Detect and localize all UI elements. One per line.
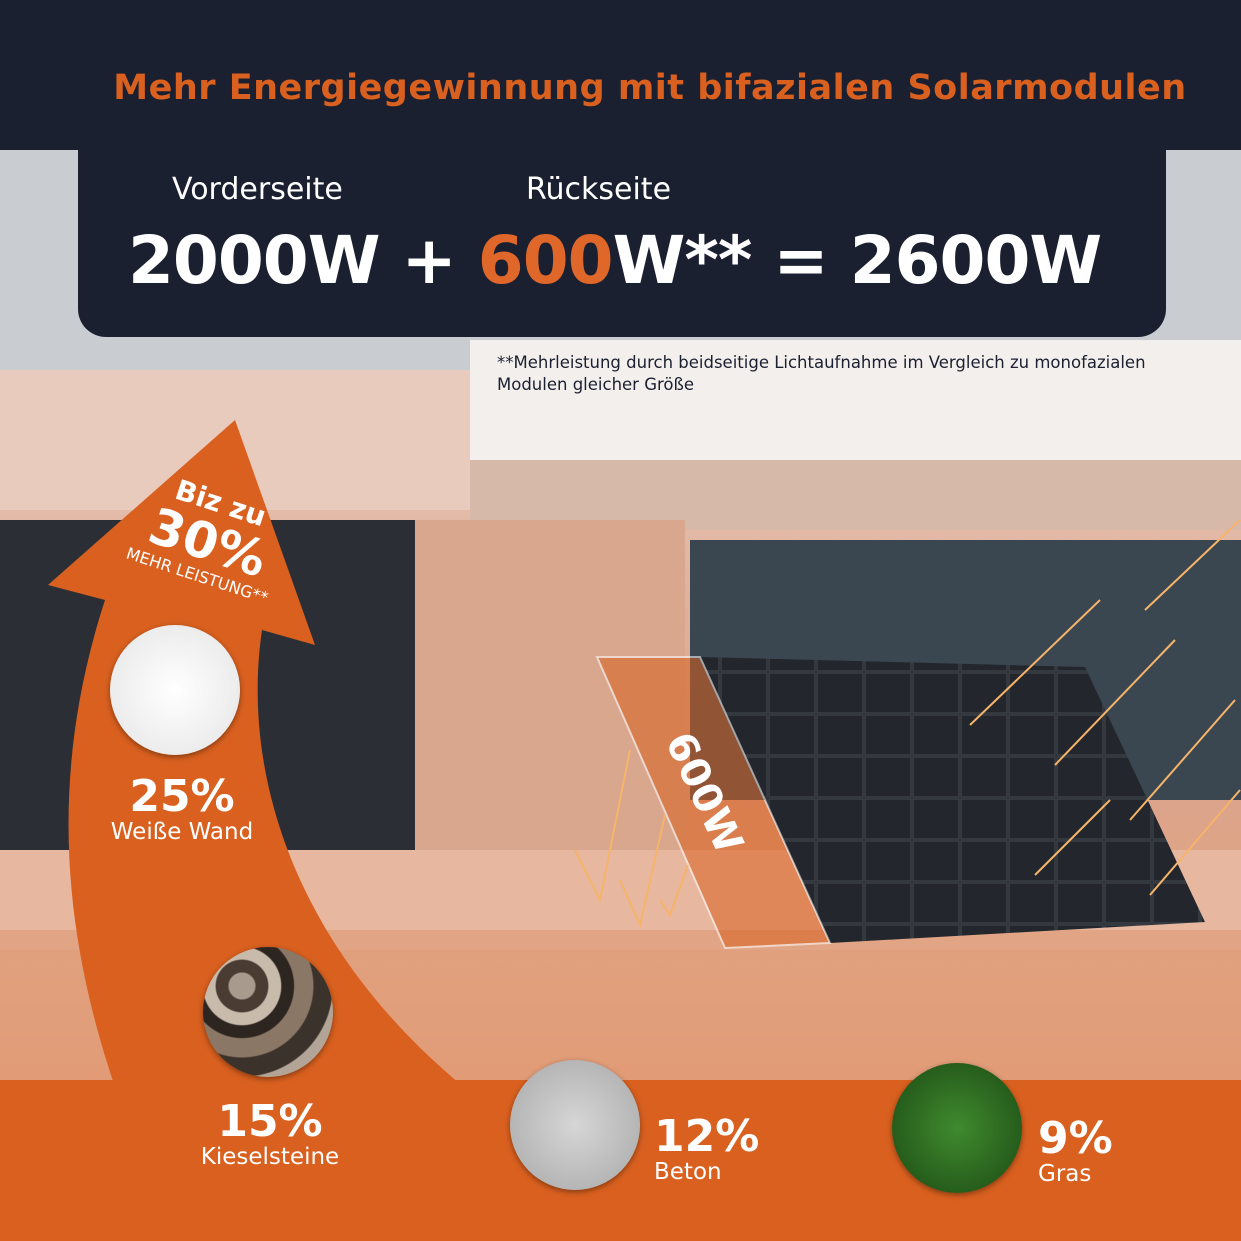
pebbles-swatch (203, 947, 333, 1077)
curved-arrow (48, 420, 480, 1241)
equals-sign: = (773, 222, 828, 299)
back-label: Rückseite (526, 172, 672, 207)
material-pebbles: 15% Kieselsteine (170, 1096, 370, 1171)
material-name: Gras (1038, 1161, 1092, 1187)
material-percent: 12% (654, 1111, 760, 1162)
material-percent: 25% (129, 771, 235, 822)
material-percent: 9% (1038, 1113, 1113, 1164)
panel-backside-highlight (595, 656, 832, 950)
material-white-wall: 25% Weiße Wand (82, 771, 282, 846)
white-wall-swatch (110, 625, 240, 755)
concrete-swatch (510, 1060, 640, 1190)
page-title: Mehr Energiegewinnung mit bifazialen Sol… (113, 68, 1187, 108)
front-power: 2000W (128, 222, 380, 299)
equation-panel (78, 140, 1166, 337)
material-name: Kieselsteine (200, 1144, 340, 1170)
solar-panel (700, 657, 1205, 943)
front-label: Vorderseite (172, 172, 343, 207)
material-percent: 15% (217, 1096, 323, 1147)
footnote: **Mehrleistung durch beidseitige Lichtau… (497, 353, 1146, 394)
grass-swatch (892, 1063, 1022, 1193)
power-equation: 2000W + 600W** = 2600W (128, 222, 1102, 299)
header-bar (0, 0, 1241, 150)
material-grass: 9% Gras (1038, 1113, 1113, 1188)
back-power-value: 600 (477, 222, 614, 299)
material-concrete: 12% Beton (654, 1111, 760, 1186)
total-power: 2600W (849, 222, 1102, 299)
material-name: Beton (654, 1159, 722, 1185)
back-power-unit: W** (612, 222, 753, 299)
material-name: Weiße Wand (110, 819, 254, 845)
plus-sign: + (401, 222, 456, 299)
